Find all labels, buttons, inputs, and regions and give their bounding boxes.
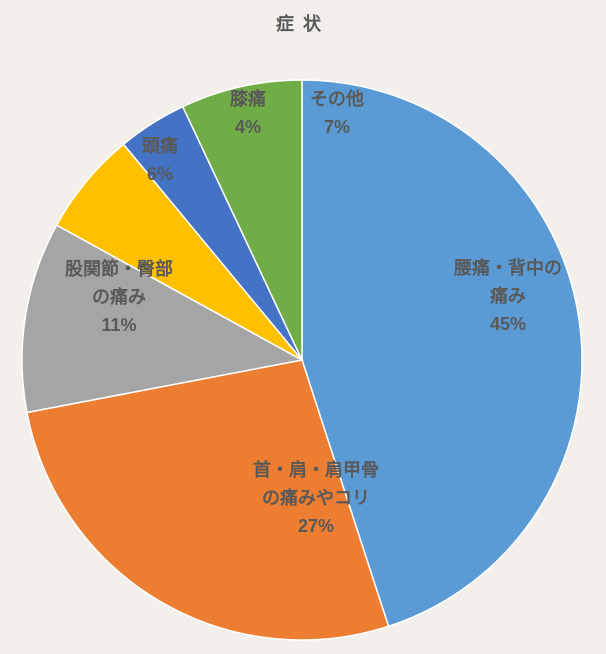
pie-chart-container: 症状 腰痛・背中の痛み45%首・肩・肩甲骨の痛みやコリ27%股関節・臀部の痛み1… [0,0,606,654]
slice-label: 腰痛・背中の痛み45% [454,255,562,339]
slice-label: その他7% [310,86,364,142]
slice-label: 頭痛6% [142,133,178,189]
slice-label: 首・肩・肩甲骨の痛みやコリ27% [253,457,379,541]
slice-label: 膝痛4% [230,86,266,142]
slice-label: 股関節・臀部の痛み11% [65,256,173,340]
